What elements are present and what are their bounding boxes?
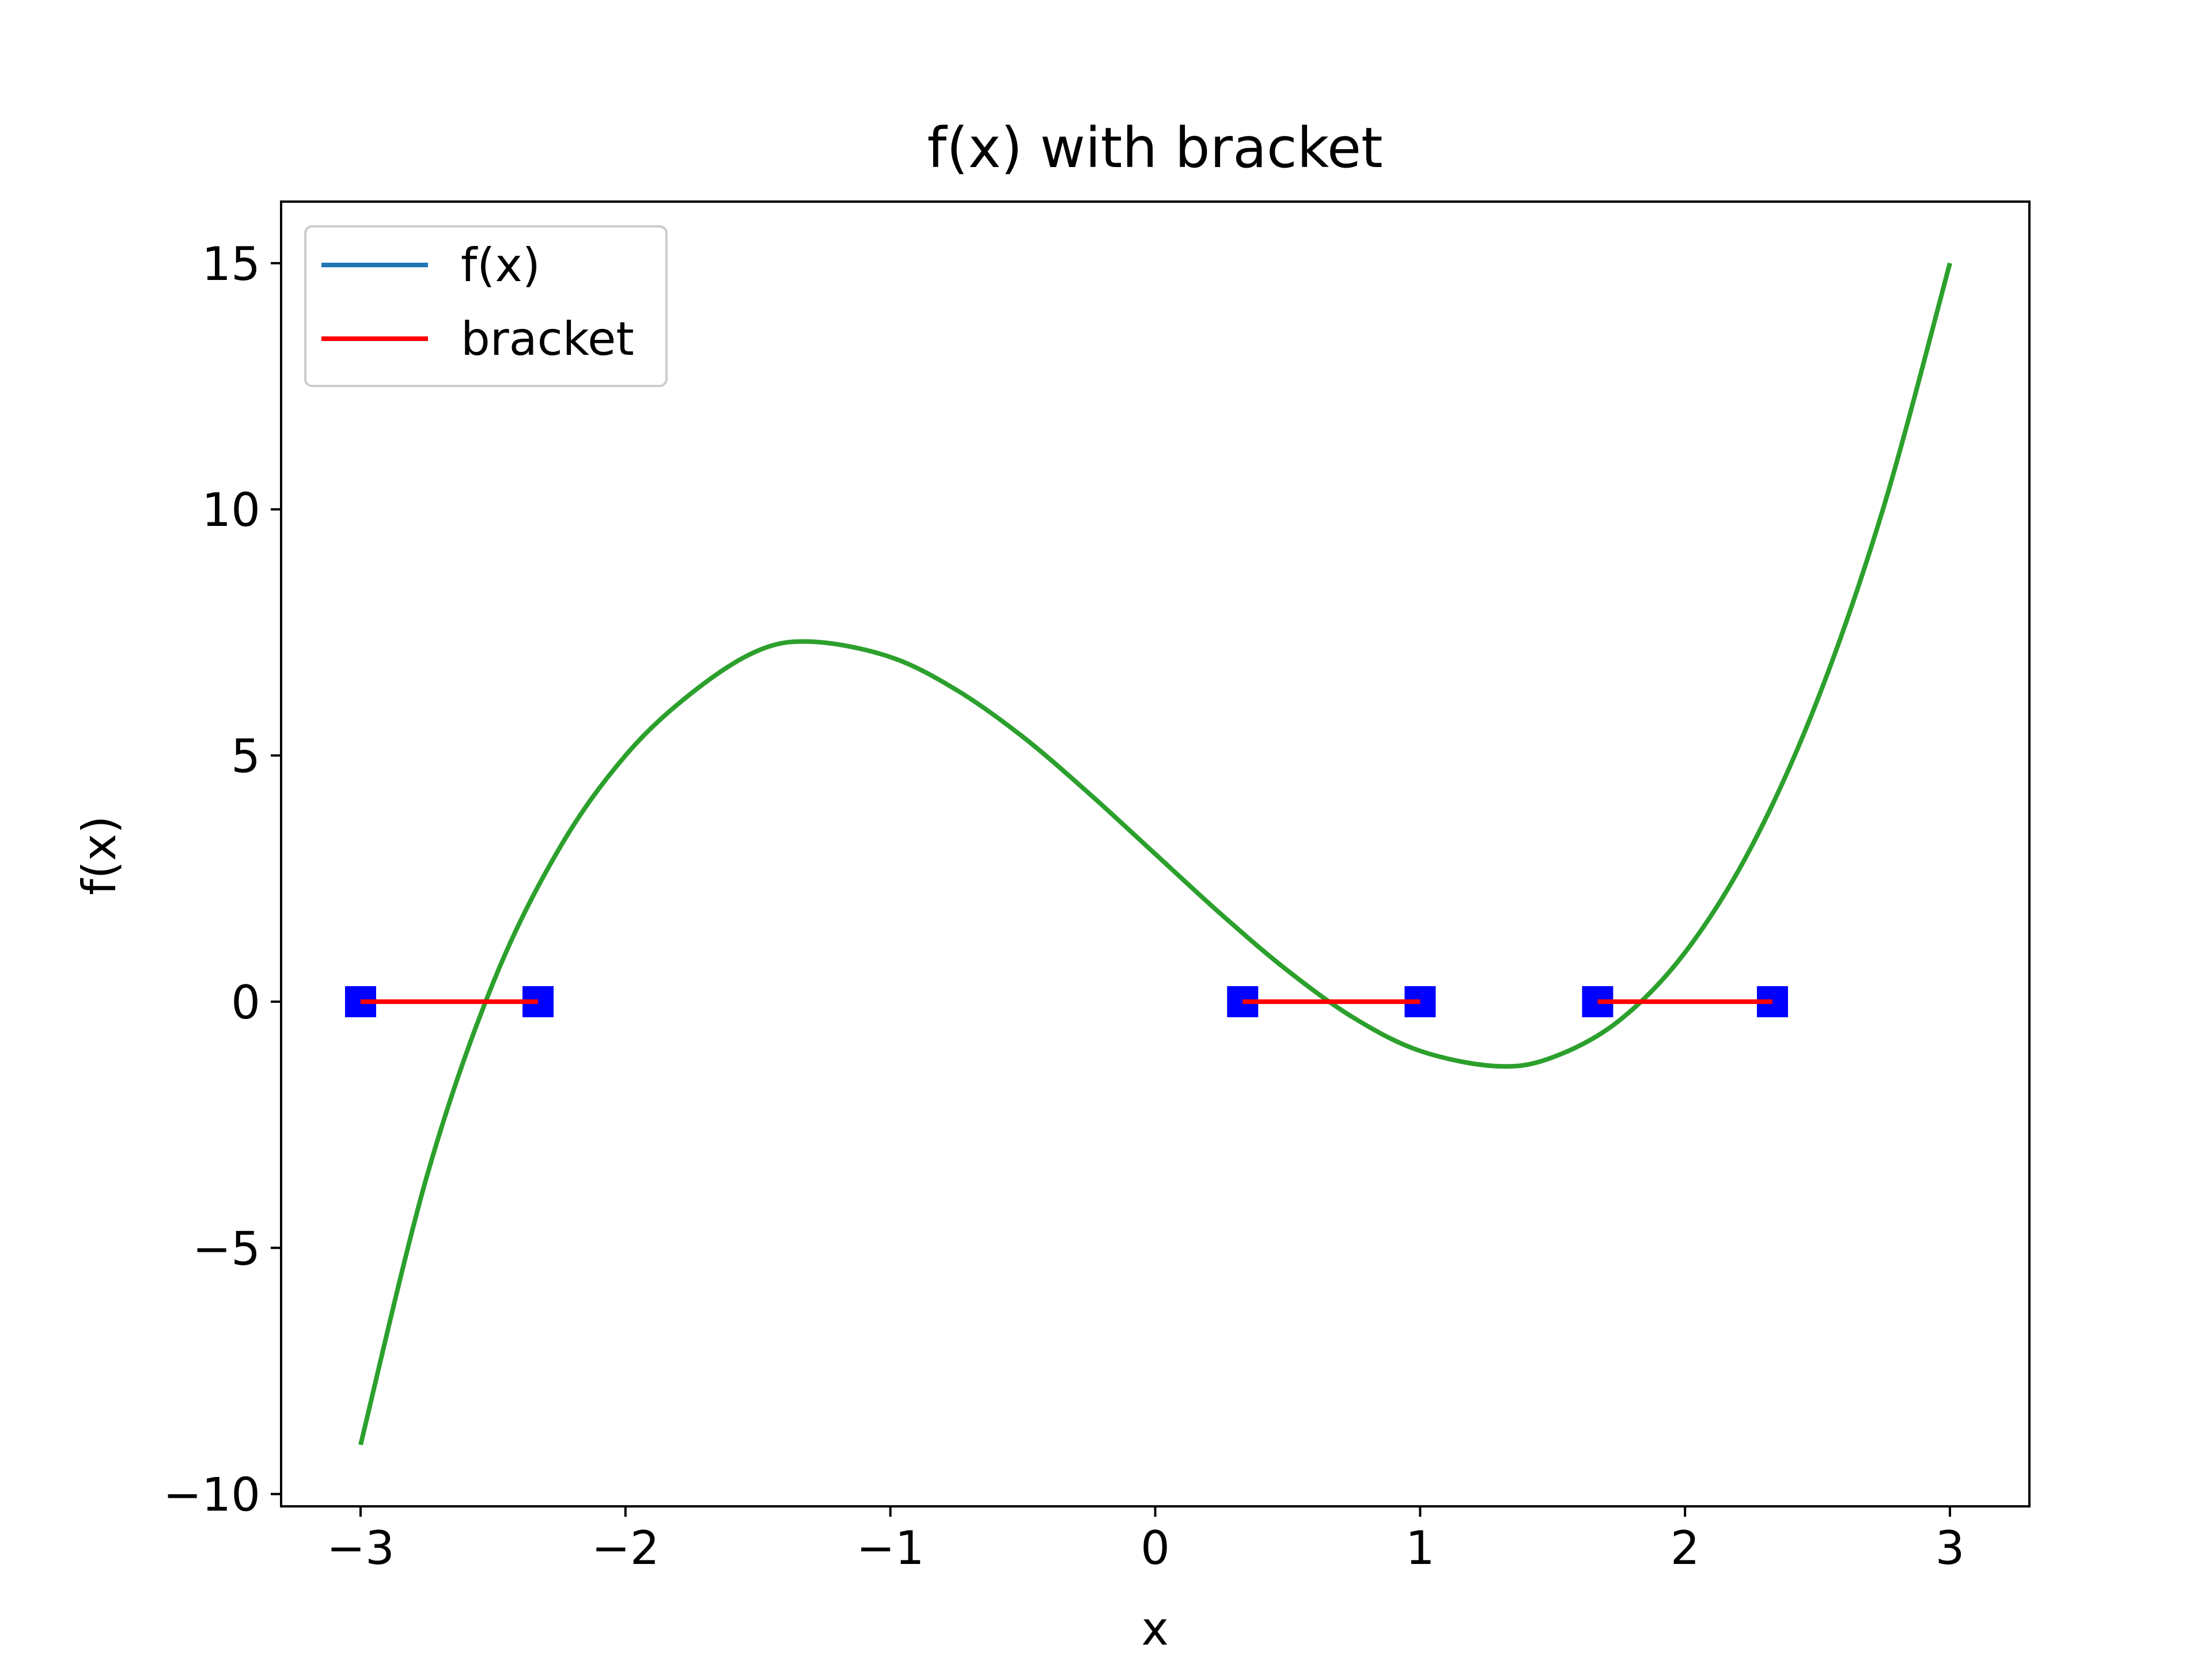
y-axis-label: f(x)	[73, 816, 126, 895]
legend-label-bracket: bracket	[461, 312, 634, 366]
data-layer	[344, 262, 1952, 1446]
legend: f(x) bracket	[304, 225, 668, 387]
chart-title: f(x) with bracket	[927, 116, 1382, 180]
y-tick-label-1: −5	[192, 1222, 260, 1275]
x-axis-label: x	[1141, 1602, 1168, 1656]
x-tick-label-1: −2	[592, 1521, 660, 1575]
y-tick-label-0: −10	[163, 1468, 260, 1522]
plot-frame	[280, 200, 2031, 1508]
x-tick-label-0: −3	[327, 1521, 395, 1575]
x-tick-label-4: 1	[1406, 1521, 1435, 1575]
x-tick-label-6: 3	[1936, 1521, 1965, 1575]
y-tick-label-5: 15	[202, 237, 260, 291]
x-tick-label-3: 0	[1141, 1521, 1170, 1575]
series-fx-line	[358, 262, 1952, 1446]
y-tick-label-2: 0	[231, 976, 260, 1029]
legend-label-fx: f(x)	[461, 238, 540, 292]
x-tick-label-5: 2	[1671, 1521, 1700, 1575]
x-tick-label-2: −1	[857, 1521, 925, 1575]
y-tick-label-3: 5	[231, 730, 260, 783]
y-tick-label-4: 10	[202, 483, 260, 537]
